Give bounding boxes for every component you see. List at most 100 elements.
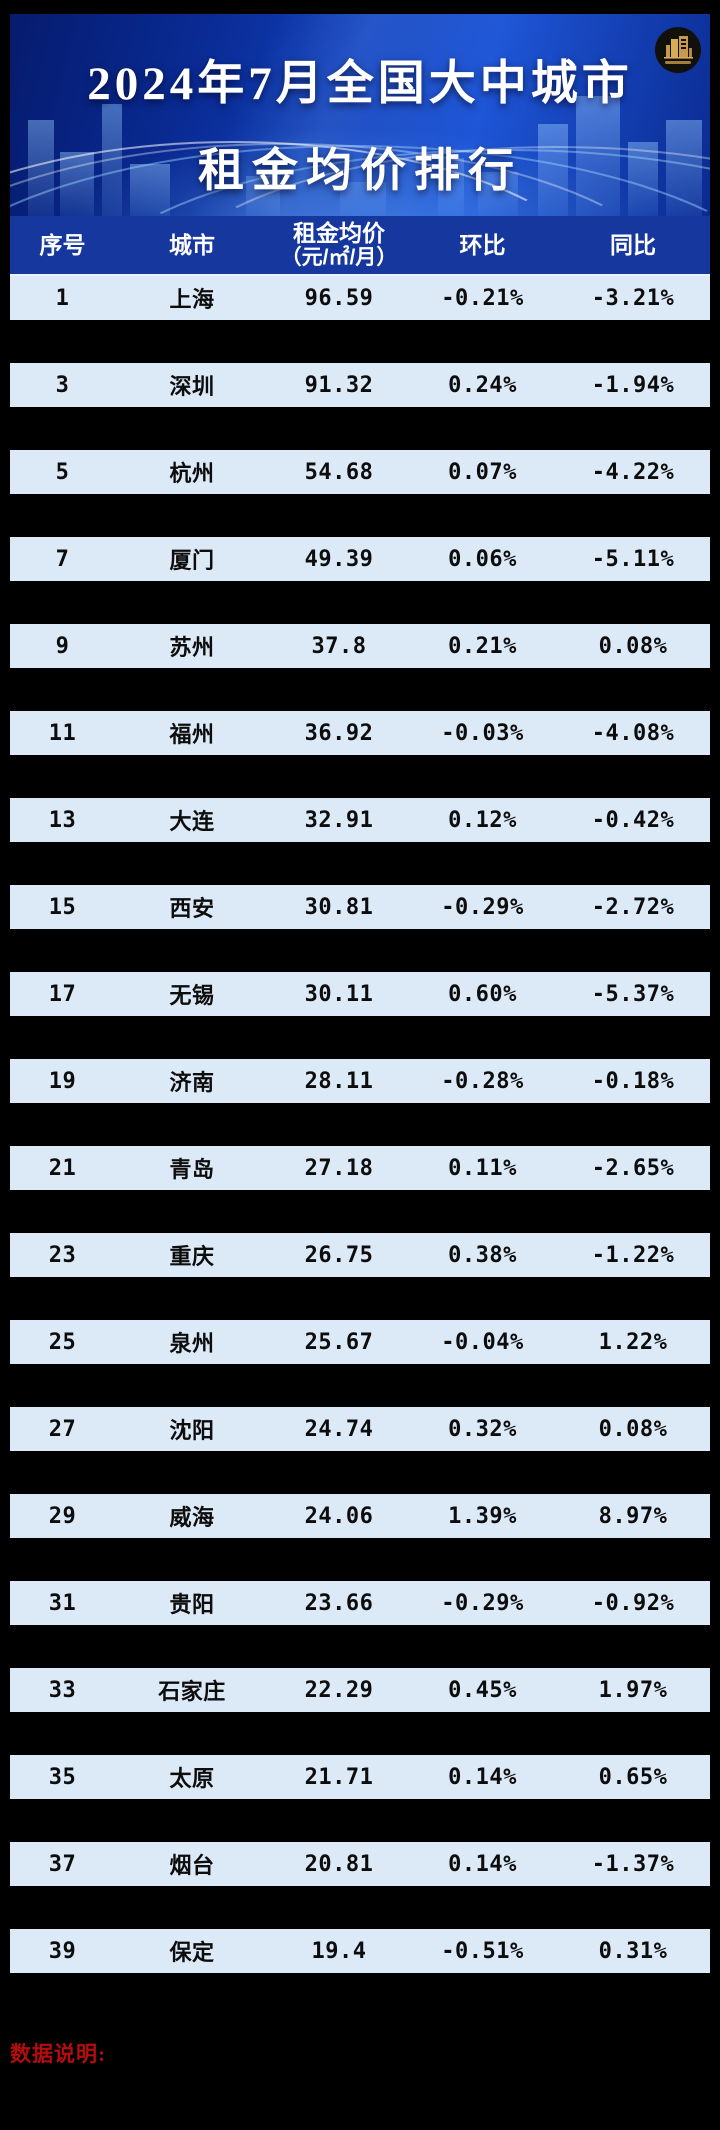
header-price-unit: （元/㎡/月） [280,246,398,270]
table-row: 5 杭州 54.68 0.07% -4.22% [10,450,710,494]
mom-cell: 0.07% [448,459,517,485]
yoy-cell: -4.08% [591,720,675,746]
table-row: 39 保定 19.4 -0.51% 0.31% [10,1929,710,1973]
price-cell: 25.67 [304,1329,374,1355]
mom-cell: -0.29% [441,894,524,920]
city-cell: 泉州 [169,1332,215,1357]
price-cell: 37.8 [311,633,367,659]
wave-arc [10,145,710,216]
yoy-cell: -4.22% [591,459,675,485]
mom-cell: 0.14% [448,1851,517,1877]
price-cell: 26.75 [304,1242,374,1268]
city-cell: 太原 [169,1767,215,1792]
price-cell: 20.81 [304,1851,374,1877]
city-cell: 无锡 [169,984,215,1009]
mom-cell: 0.38% [448,1242,517,1268]
price-cell: 22.29 [304,1677,374,1703]
header-city: 城市 [115,216,269,274]
city-cell: 石家庄 [158,1680,226,1705]
mom-cell: -0.51% [441,1938,524,1964]
yoy-cell: -2.65% [591,1155,675,1181]
price-cell: 30.11 [304,981,374,1007]
table-row: 21 青岛 27.18 0.11% -2.65% [10,1146,710,1190]
price-cell: 30.81 [304,894,374,920]
price-cell: 54.68 [304,459,374,485]
rank-cell: 7 [55,546,70,572]
mom-cell: 0.06% [448,546,517,572]
city-cell: 青岛 [169,1158,215,1183]
city-cell: 西安 [169,897,215,922]
rank-cell: 15 [48,894,77,920]
header-rank: 序号 [10,216,115,274]
logo-badge [654,26,702,74]
yoy-cell: 8.97% [598,1503,668,1529]
city-cell: 威海 [169,1506,215,1531]
header-price: 租金均价 （元/㎡/月） [269,216,409,274]
mom-cell: 0.21% [448,633,517,659]
city-cell: 深圳 [169,375,215,400]
mom-cell: 0.45% [448,1677,517,1703]
rank-cell: 5 [55,459,70,485]
rank-cell: 21 [48,1155,77,1181]
yoy-cell: -0.42% [591,807,675,833]
rank-cell: 13 [48,807,77,833]
price-cell: 24.06 [304,1503,374,1529]
city-cell: 重庆 [169,1245,215,1270]
table-row: 17 无锡 30.11 0.60% -5.37% [10,972,710,1016]
rank-cell: 33 [48,1677,77,1703]
rank-cell: 29 [48,1503,77,1529]
mom-cell: -0.28% [441,1068,524,1094]
price-cell: 23.66 [304,1590,374,1616]
mom-cell: -0.21% [441,285,524,311]
rank-cell: 27 [48,1416,77,1442]
rank-cell: 25 [48,1329,77,1355]
header-yoy-label: 同比 [610,231,656,258]
price-cell: 36.92 [304,720,374,746]
price-cell: 27.18 [304,1155,374,1181]
city-cell: 苏州 [169,636,215,661]
table-header-row: 序号 城市 租金均价 （元/㎡/月） 环比 同比 [10,216,710,276]
table-row: 13 大连 32.91 0.12% -0.42% [10,798,710,842]
table-row: 19 济南 28.11 -0.28% -0.18% [10,1059,710,1103]
price-cell: 96.59 [304,285,374,311]
city-cell: 福州 [169,723,215,748]
yoy-cell: -5.11% [591,546,675,572]
rank-cell: 23 [48,1242,77,1268]
mom-cell: -0.29% [441,1590,524,1616]
yoy-cell: 1.97% [598,1677,668,1703]
yoy-cell: -1.22% [591,1242,675,1268]
header-rank-label: 序号 [39,231,86,258]
banner: 2024年7月全国大中城市 租金均价排行 [10,14,710,216]
header-price-label: 租金均价 [293,219,385,246]
price-cell: 28.11 [304,1068,374,1094]
header-city-label: 城市 [169,231,215,258]
yoy-cell: 0.08% [598,1416,668,1442]
price-cell: 49.39 [304,546,374,572]
table-row: 33 石家庄 22.29 0.45% 1.97% [10,1668,710,1712]
city-cell: 上海 [169,288,215,313]
rank-cell: 3 [55,372,70,398]
mom-cell: 1.39% [448,1503,517,1529]
price-cell: 21.71 [304,1764,374,1790]
table-row: 9 苏州 37.8 0.21% 0.08% [10,624,710,668]
mom-cell: 0.11% [448,1155,517,1181]
rank-cell: 39 [48,1938,77,1964]
table-row: 31 贵阳 23.66 -0.29% -0.92% [10,1581,710,1625]
rank-cell: 31 [48,1590,77,1616]
yoy-cell: 0.08% [598,633,668,659]
city-cell: 济南 [169,1071,215,1096]
header-mom-label: 环比 [459,231,506,258]
price-cell: 32.91 [304,807,374,833]
mom-cell: 0.60% [448,981,517,1007]
mom-cell: 0.24% [448,372,517,398]
table-row: 23 重庆 26.75 0.38% -1.22% [10,1233,710,1277]
table-row: 27 沈阳 24.74 0.32% 0.08% [10,1407,710,1451]
header-yoy: 同比 [556,216,710,274]
yoy-cell: 1.22% [598,1329,668,1355]
yoy-cell: -2.72% [591,894,675,920]
rank-cell: 9 [55,633,70,659]
mom-cell: 0.14% [448,1764,517,1790]
table-row: 3 深圳 91.32 0.24% -1.94% [10,363,710,407]
rank-cell: 37 [48,1851,77,1877]
